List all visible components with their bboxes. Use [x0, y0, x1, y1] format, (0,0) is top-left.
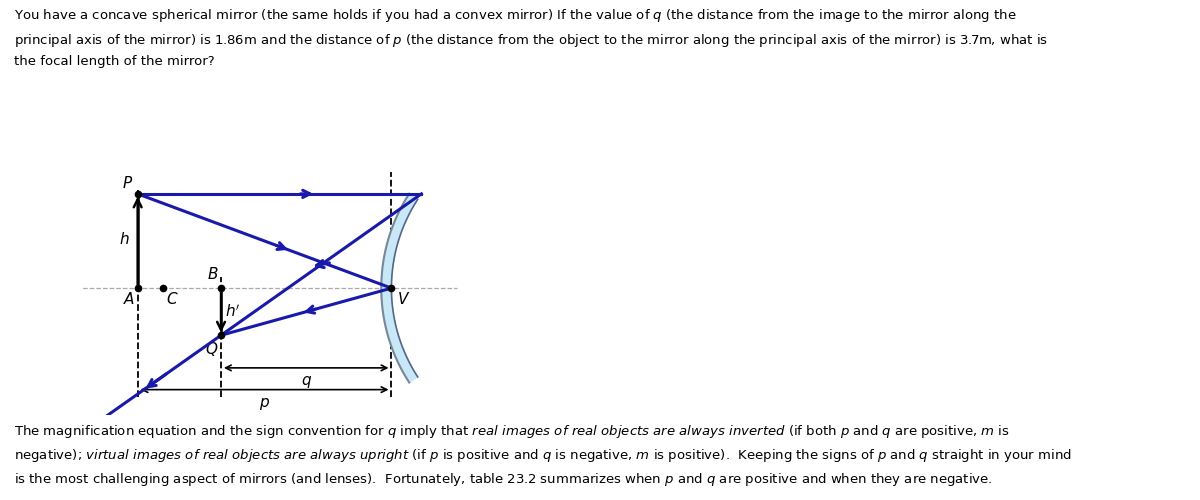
Text: $C$: $C$ [166, 291, 179, 307]
Text: $P$: $P$ [122, 175, 133, 191]
Text: $h$: $h$ [119, 231, 130, 247]
Text: $q$: $q$ [301, 374, 312, 390]
Text: $p$: $p$ [259, 396, 270, 412]
Text: $h'$: $h'$ [224, 304, 240, 320]
Text: $Q$: $Q$ [205, 340, 218, 357]
Text: $B$: $B$ [206, 266, 218, 281]
Text: $V$: $V$ [397, 291, 410, 307]
Polygon shape [382, 194, 418, 382]
Text: The magnification equation and the sign convention for $q$ imply that $\mathit{r: The magnification equation and the sign … [14, 422, 1072, 488]
Text: You have a concave spherical mirror (the same holds if you had a convex mirror) : You have a concave spherical mirror (the… [14, 8, 1049, 68]
Text: $A$: $A$ [122, 291, 134, 307]
